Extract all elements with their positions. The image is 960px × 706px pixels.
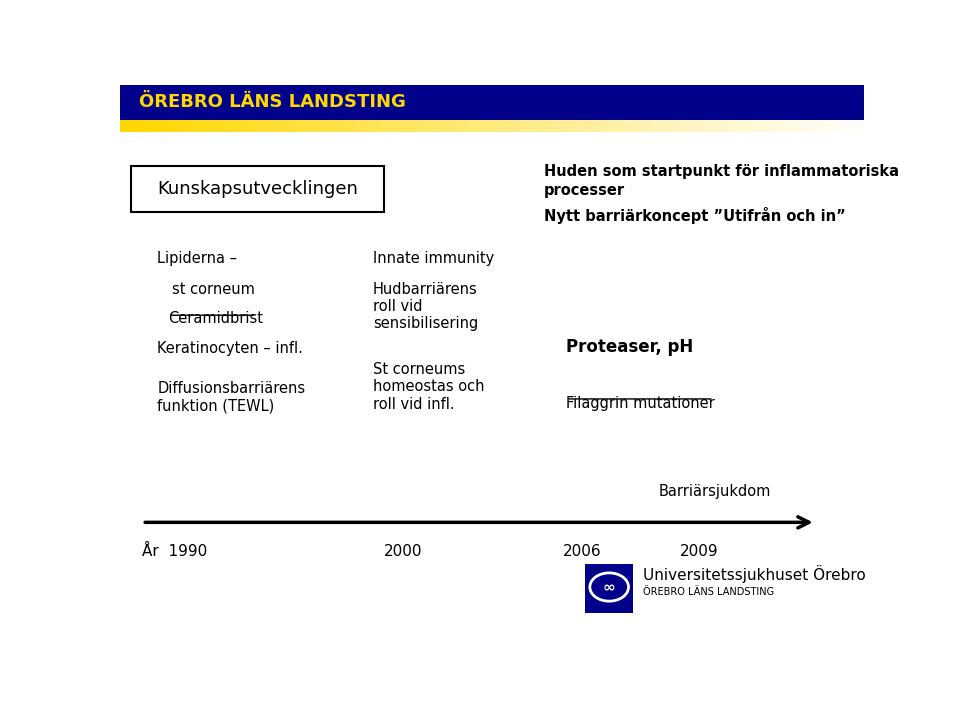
Bar xyxy=(579,120,591,132)
Bar xyxy=(616,120,629,132)
Bar xyxy=(778,120,789,132)
Bar xyxy=(554,120,566,132)
Bar xyxy=(753,120,765,132)
Text: År  1990: År 1990 xyxy=(142,544,207,559)
Text: 2006: 2006 xyxy=(563,544,601,559)
Bar xyxy=(665,120,678,132)
Bar xyxy=(355,120,368,132)
Bar xyxy=(480,120,492,132)
Bar xyxy=(219,120,231,132)
Bar xyxy=(269,120,281,132)
Bar xyxy=(418,120,430,132)
Text: Lipiderna –: Lipiderna – xyxy=(157,251,237,265)
Bar xyxy=(157,120,170,132)
Bar xyxy=(690,120,703,132)
Bar xyxy=(529,120,541,132)
Bar xyxy=(443,120,455,132)
Bar xyxy=(802,120,814,132)
Bar xyxy=(256,120,269,132)
Bar xyxy=(281,120,294,132)
Bar xyxy=(653,120,665,132)
Text: Nytt barriärkoncept ”Utifrån och in”: Nytt barriärkoncept ”Utifrån och in” xyxy=(544,207,846,224)
Text: st corneum: st corneum xyxy=(172,282,255,297)
Bar xyxy=(306,120,319,132)
Text: Proteaser, pH: Proteaser, pH xyxy=(566,337,694,356)
Bar xyxy=(430,120,443,132)
Bar xyxy=(591,120,604,132)
Bar xyxy=(641,120,653,132)
Bar xyxy=(182,120,194,132)
Text: ÖREBRO LÄNS LANDSTING: ÖREBRO LÄNS LANDSTING xyxy=(643,587,774,597)
Bar xyxy=(566,120,579,132)
Bar xyxy=(344,120,355,132)
Text: St corneums
homeostas och
roll vid infl.: St corneums homeostas och roll vid infl. xyxy=(372,362,485,412)
Bar xyxy=(331,120,343,132)
Bar xyxy=(455,120,468,132)
Bar xyxy=(765,120,778,132)
Text: 2009: 2009 xyxy=(680,544,718,559)
Bar xyxy=(492,120,504,132)
Text: Ceramidbrist: Ceramidbrist xyxy=(168,311,263,326)
Bar xyxy=(827,120,839,132)
Bar xyxy=(504,120,516,132)
Bar xyxy=(728,120,740,132)
Text: 2000: 2000 xyxy=(384,544,422,559)
Bar xyxy=(629,120,641,132)
Text: Huden som startpunkt för inflammatoriska: Huden som startpunkt för inflammatoriska xyxy=(544,164,900,179)
Text: processer: processer xyxy=(544,183,625,198)
Bar xyxy=(319,120,331,132)
Text: Diffusionsbarriärens
funktion (TEWL): Diffusionsbarriärens funktion (TEWL) xyxy=(157,381,305,414)
Bar xyxy=(541,120,554,132)
Bar xyxy=(170,120,182,132)
FancyBboxPatch shape xyxy=(120,85,864,120)
Bar xyxy=(852,120,864,132)
Text: Innate immunity: Innate immunity xyxy=(372,251,494,265)
Bar xyxy=(678,120,690,132)
FancyBboxPatch shape xyxy=(132,167,384,213)
Bar xyxy=(206,120,219,132)
Bar xyxy=(814,120,827,132)
Text: ∞: ∞ xyxy=(603,580,615,594)
Bar xyxy=(740,120,753,132)
Bar xyxy=(703,120,715,132)
Bar xyxy=(393,120,405,132)
Text: Hudbarriärens
roll vid
sensibilisering: Hudbarriärens roll vid sensibilisering xyxy=(372,282,478,331)
Text: Universitetssjukhuset Örebro: Universitetssjukhuset Örebro xyxy=(643,565,866,583)
Text: Kunskapsutvecklingen: Kunskapsutvecklingen xyxy=(157,180,358,198)
Bar xyxy=(231,120,244,132)
Bar xyxy=(380,120,393,132)
Bar xyxy=(145,120,157,132)
Bar xyxy=(715,120,728,132)
Bar xyxy=(468,120,480,132)
Bar xyxy=(604,120,616,132)
Bar xyxy=(516,120,529,132)
Bar xyxy=(839,120,852,132)
Bar xyxy=(368,120,380,132)
Text: ÖREBRO LÄNS LANDSTING: ÖREBRO LÄNS LANDSTING xyxy=(138,93,405,112)
Bar xyxy=(244,120,256,132)
Text: Filaggrin mutationer: Filaggrin mutationer xyxy=(566,395,715,411)
Bar xyxy=(194,120,206,132)
Bar xyxy=(294,120,306,132)
Bar xyxy=(789,120,802,132)
Text: Keratinocyten – infl.: Keratinocyten – infl. xyxy=(157,341,303,357)
Bar xyxy=(120,120,132,132)
Bar xyxy=(132,120,145,132)
Text: Barriärsjukdom: Barriärsjukdom xyxy=(659,484,771,499)
Bar xyxy=(405,120,418,132)
FancyBboxPatch shape xyxy=(585,564,634,613)
